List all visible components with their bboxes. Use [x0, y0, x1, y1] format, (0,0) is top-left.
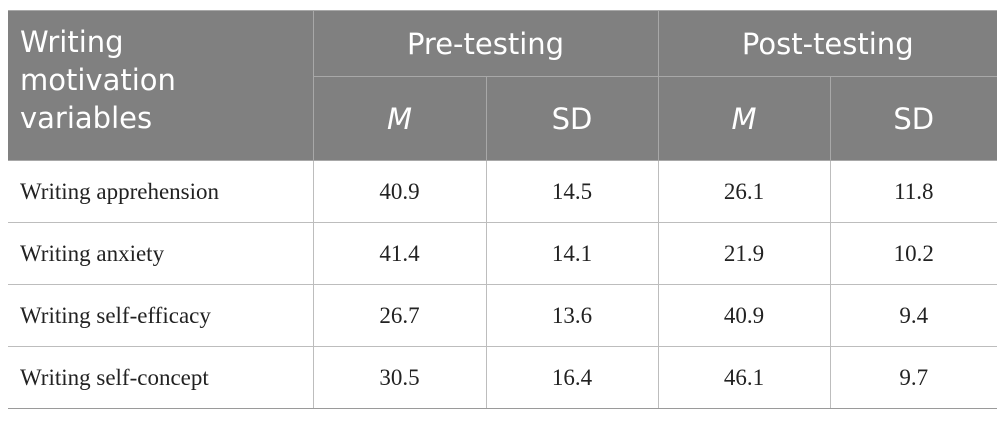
header-text: Writing motivation variables [20, 25, 176, 135]
row-label: Writing self-concept [8, 346, 314, 409]
group-header: Post-testing [657, 10, 998, 77]
cell-value: 9.4 [829, 284, 998, 347]
data-table: Writing motivation variables Pre-testing… [8, 10, 998, 409]
cell-value: 10.2 [829, 222, 998, 285]
table-row: Writing self-efficacy 26.7 13.6 40.9 9.4 [8, 284, 998, 347]
sub-header: M [312, 76, 487, 161]
group-header: Pre-testing [312, 10, 659, 77]
sub-header: SD [829, 76, 998, 161]
cell-value: 41.4 [312, 222, 487, 285]
table-row: Writing self-concept 30.5 16.4 46.1 9.7 [8, 346, 998, 409]
cell-value: 46.1 [657, 346, 831, 409]
cell-value: 14.5 [485, 160, 659, 223]
cell-value: 30.5 [312, 346, 487, 409]
row-label: Writing apprehension [8, 160, 314, 223]
header-cell: Writing motivation variables [8, 10, 314, 161]
sub-header: SD [485, 76, 659, 161]
cell-value: 16.4 [485, 346, 659, 409]
cell-value: 26.1 [657, 160, 831, 223]
row-label: Writing anxiety [8, 222, 314, 285]
cell-value: 40.9 [312, 160, 487, 223]
sub-header: M [657, 76, 831, 161]
cell-value: 9.7 [829, 346, 998, 409]
table-row: Writing anxiety 41.4 14.1 21.9 10.2 [8, 222, 998, 285]
cell-value: 21.9 [657, 222, 831, 285]
table-row: Writing apprehension 40.9 14.5 26.1 11.8 [8, 160, 998, 223]
cell-value: 26.7 [312, 284, 487, 347]
cell-value: 40.9 [657, 284, 831, 347]
cell-value: 14.1 [485, 222, 659, 285]
row-label: Writing self-efficacy [8, 284, 314, 347]
cell-value: 13.6 [485, 284, 659, 347]
cell-value: 11.8 [829, 160, 998, 223]
table-body: Writing apprehension 40.9 14.5 26.1 11.8 Writ… [8, 160, 998, 409]
